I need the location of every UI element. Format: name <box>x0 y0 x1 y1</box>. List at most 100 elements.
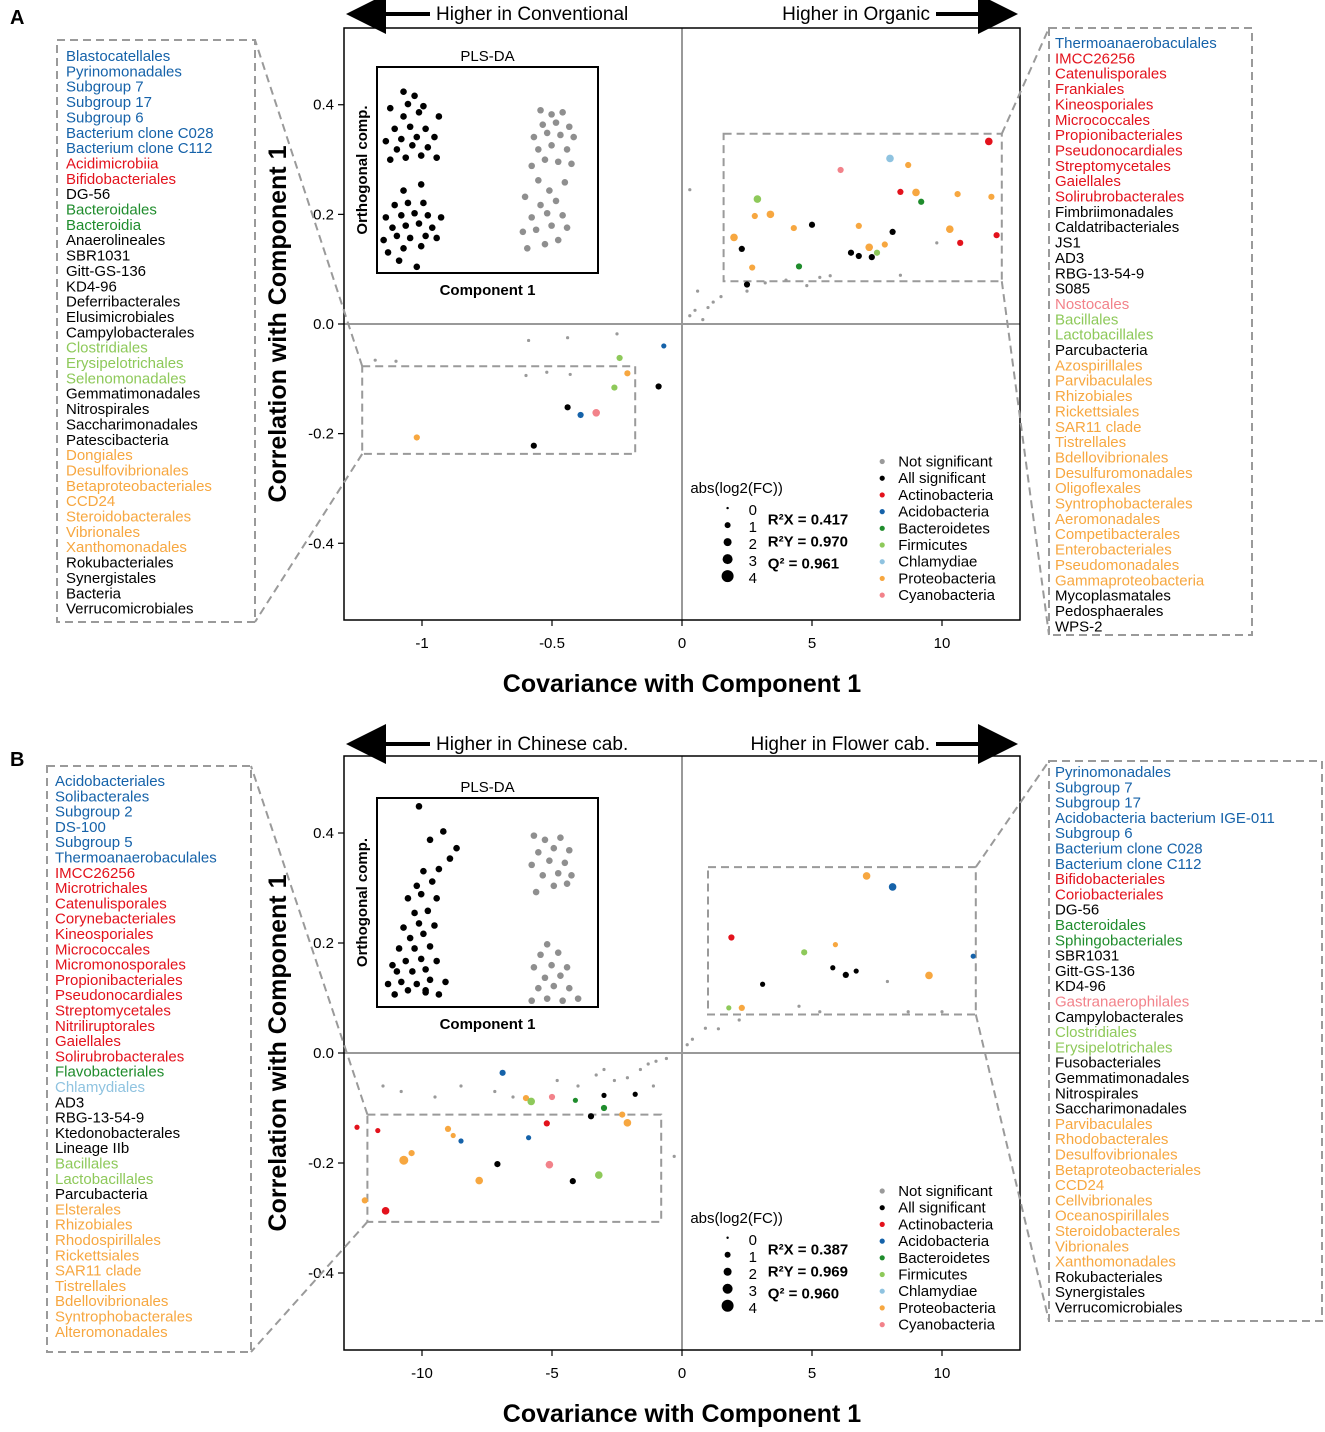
data-point <box>885 979 890 984</box>
left-taxon-label: Microtrichales <box>55 880 148 897</box>
inset-point <box>420 930 427 938</box>
data-point <box>818 1010 822 1014</box>
right-arrow-label: Higher in Flower cab. <box>750 734 930 755</box>
inset-point <box>389 224 396 231</box>
data-point <box>693 308 697 312</box>
stat-text: Q² = 0.961 <box>768 556 839 573</box>
inset-point <box>406 123 414 131</box>
inset-point <box>413 133 421 141</box>
data-point <box>703 1026 708 1030</box>
inset-point <box>541 974 549 982</box>
data-point <box>545 1160 554 1169</box>
inset-point <box>528 162 535 170</box>
legend-swatch <box>879 1238 885 1244</box>
right-taxon-label: CCD24 <box>1055 1177 1104 1194</box>
x-tick-label: -0.5 <box>539 635 565 652</box>
right-taxon-label: Rickettsiales <box>1055 403 1139 420</box>
data-point <box>868 254 875 261</box>
right-taxon-label: Steroidobacterales <box>1055 1223 1180 1240</box>
data-point <box>592 409 600 417</box>
data-point <box>985 137 993 146</box>
inset-x-label: Component 1 <box>440 282 536 299</box>
data-point <box>730 233 738 242</box>
inset-point <box>557 834 564 842</box>
left-taxon-label: Campylobacterales <box>66 324 194 341</box>
legend-label: Actinobacteria <box>898 1216 994 1233</box>
inset-point <box>521 193 529 201</box>
y-axis-title: Correlation with Component 1 <box>264 874 292 1231</box>
inset-point <box>382 214 390 221</box>
inset-point <box>426 836 434 844</box>
left-taxon-label: Solibacterales <box>55 788 149 805</box>
right-taxon-label: Caldatribacteriales <box>1055 219 1179 236</box>
data-point <box>654 1059 658 1063</box>
size-legend-dot <box>726 1236 729 1239</box>
size-legend-label: 2 <box>749 536 757 553</box>
data-point <box>475 1176 484 1185</box>
left-zoom-box <box>366 1113 663 1223</box>
right-taxon-label: Bacteroidales <box>1055 917 1146 934</box>
right-taxon-label: Bdellovibrionales <box>1055 449 1168 466</box>
inset-point <box>406 934 414 942</box>
legend-swatch <box>879 542 885 548</box>
right-taxon-label: Pyrinomonadales <box>1055 764 1171 781</box>
inset-point <box>409 141 416 149</box>
data-point <box>493 1089 497 1094</box>
left-taxon-label: Steroidobacterales <box>66 509 191 526</box>
data-point <box>988 193 995 200</box>
size-legend-label: 3 <box>749 1283 757 1300</box>
inset-point <box>574 995 582 1002</box>
data-point <box>842 971 849 979</box>
data-point <box>760 981 766 987</box>
inset-point <box>411 209 418 217</box>
stat-text: R²X = 0.387 <box>768 1241 848 1258</box>
inset-point <box>402 222 410 229</box>
left-taxon-label: Rickettsiales <box>55 1247 139 1264</box>
left-taxon-label: DG-56 <box>66 186 110 203</box>
inset-point <box>559 997 566 1005</box>
inset-point <box>557 972 564 979</box>
data-point <box>828 274 832 278</box>
right-taxon-label: S085 <box>1055 281 1090 298</box>
left-taxon-label: Vibrionales <box>66 524 140 541</box>
inset-point <box>453 844 460 852</box>
data-point <box>625 1076 630 1080</box>
left-taxon-label: Gaiellales <box>55 1033 121 1050</box>
size-legend-dot <box>722 554 733 565</box>
data-point <box>847 249 855 256</box>
data-point <box>873 249 881 256</box>
left-taxon-label: Syntrophobacterales <box>55 1309 193 1326</box>
right-taxa-box <box>1048 27 1253 636</box>
right-zoom-box <box>707 866 977 1016</box>
inset-point <box>420 867 427 875</box>
left-taxon-label: Acidobacteriales <box>55 773 165 790</box>
data-point <box>548 1093 556 1101</box>
legend-swatch <box>879 1288 885 1294</box>
inset-point <box>442 978 449 986</box>
x-tick-label: -10 <box>411 1365 433 1382</box>
data-point <box>587 1113 595 1120</box>
left-taxon-label: Bacteria <box>66 585 122 602</box>
inset-point <box>433 154 440 161</box>
legend-swatch <box>879 458 885 465</box>
stat-text: R²Y = 0.970 <box>768 534 848 551</box>
left-taxon-label: Patescibacteria <box>66 432 169 449</box>
inset-point <box>417 890 425 898</box>
inset-point <box>393 232 401 240</box>
data-point <box>601 1092 607 1098</box>
data-point <box>632 1091 638 1097</box>
legend-label: Not significant <box>898 454 993 471</box>
data-point <box>925 971 933 980</box>
right-taxon-label: Subgroup 6 <box>1055 825 1133 842</box>
data-point <box>381 1084 385 1088</box>
right-connector <box>1000 27 1050 135</box>
y-tick-label: 0.2 <box>313 206 334 223</box>
right-taxon-label: KD4-96 <box>1055 978 1106 995</box>
right-taxon-label: Fusobacteriales <box>1055 1055 1161 1072</box>
y-axis-title: Correlation with Component 1 <box>264 145 292 502</box>
inset-point <box>398 212 405 219</box>
data-point <box>543 1120 550 1127</box>
right-taxon-label: Thermoanaerobaculales <box>1055 35 1217 52</box>
left-taxon-label: Gemmatimonadales <box>66 386 200 403</box>
data-point <box>545 370 549 374</box>
